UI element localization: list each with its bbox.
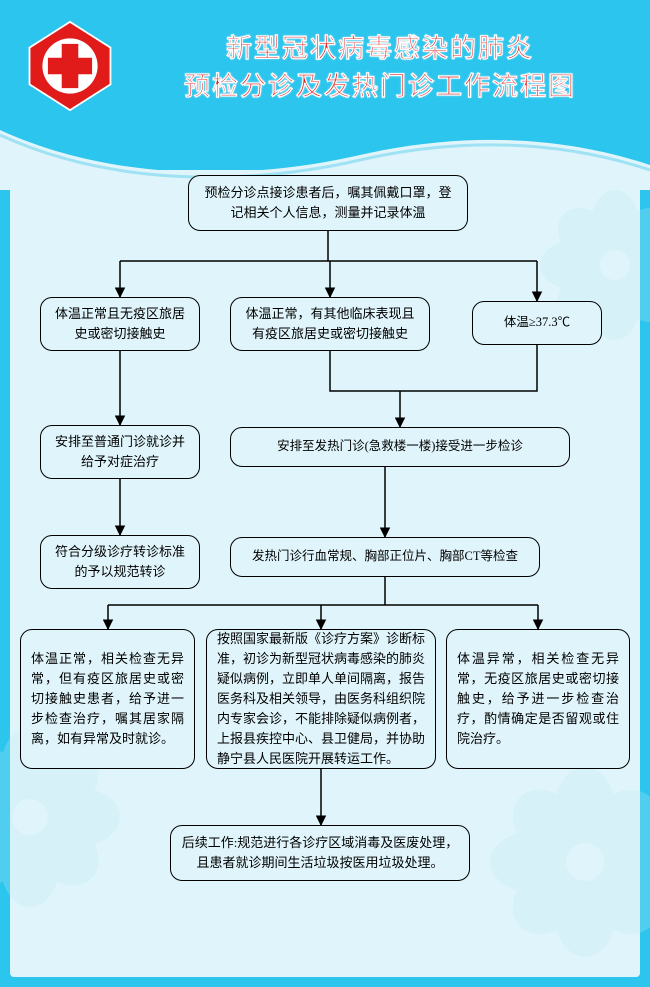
- page-title: 新型冠状病毒感染的肺炎 预检分诊及发热门诊工作流程图: [130, 30, 630, 105]
- flow-node-n5b: 按照国家最新版《诊疗方案》诊断标准，初诊为新型冠状病毒感染的肺炎疑似病例，立即单…: [206, 629, 436, 769]
- flow-node-n3b: 安排至发热门诊(急救楼一楼)接受进一步检诊: [230, 427, 570, 467]
- flow-node-n4b: 发热门诊行血常规、胸部正位片、胸部CT等检查: [230, 537, 540, 577]
- title-line-2: 预检分诊及发热门诊工作流程图: [130, 68, 630, 106]
- flow-node-n2a: 体温正常且无疫区旅居史或密切接触史: [40, 297, 200, 351]
- header-band: 新型冠状病毒感染的肺炎 预检分诊及发热门诊工作流程图: [0, 0, 650, 170]
- title-line-1: 新型冠状病毒感染的肺炎: [130, 30, 630, 68]
- flow-node-n3a: 安排至普通门诊就诊并给予对症治疗: [40, 425, 200, 479]
- flowchart-area: 预检分诊点接诊患者后，嘱其佩戴口罩，登记相关个人信息，测量并记录体温体温正常且无…: [20, 175, 630, 967]
- flow-node-n1: 预检分诊点接诊患者后，嘱其佩戴口罩，登记相关个人信息，测量并记录体温: [188, 175, 468, 231]
- flow-node-n2c: 体温≥37.3℃: [472, 301, 602, 345]
- medical-cross-logo: [24, 20, 116, 112]
- flow-node-n5c: 体温异常，相关检查无异常，无疫区旅居史或密切接触史，给予进一步检查治疗，酌情确定…: [446, 629, 630, 769]
- flow-node-n6: 后续工作:规范进行各诊疗区域消毒及医废处理，且患者就诊期间生活垃圾按医用垃圾处理…: [170, 825, 470, 881]
- flow-node-n4a: 符合分级诊疗转诊标准的予以规范转诊: [40, 535, 200, 589]
- flow-node-n5a: 体温正常，相关检查无异常，但有疫区旅居史或密切接触史患者，给予进一步检查治疗，嘱…: [20, 629, 195, 769]
- flow-node-n2b: 体温正常，有其他临床表现且有疫区旅居史或密切接触史: [230, 297, 430, 351]
